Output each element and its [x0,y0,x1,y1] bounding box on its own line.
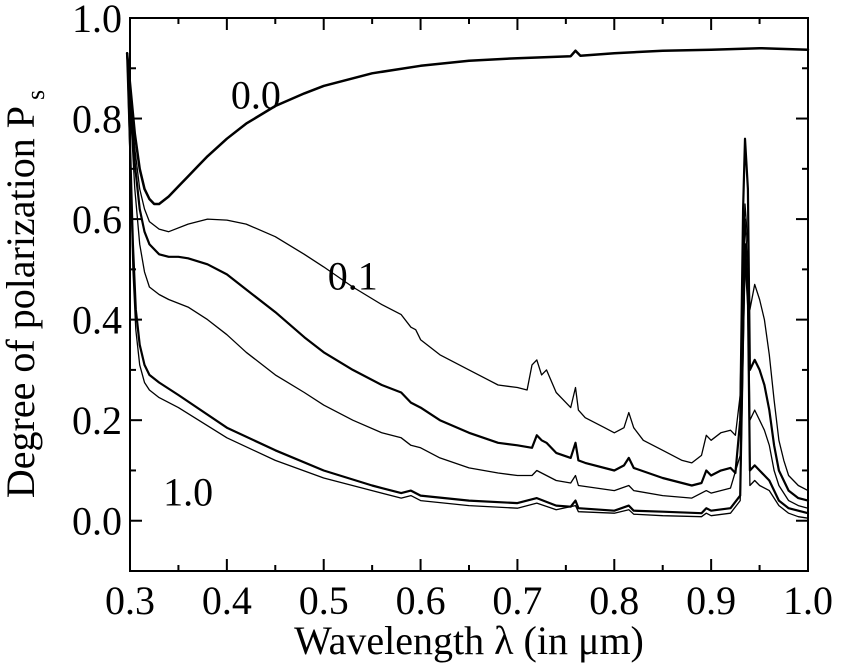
curve-label-1: 0.0 [231,72,281,117]
x-tick-label: 0.8 [589,578,639,623]
x-tick-label: 0.6 [396,578,446,623]
y-tick-label: 1.0 [72,0,122,41]
tick-labels: 0.3 0.4 0.5 0.6 0.7 0.8 0.9 1.0 0.0 0.2 0.4 0.6 0.8 1… [72,0,833,623]
x-tick-label: 0.5 [299,578,349,623]
series-line-4 [126,52,809,509]
series-line-6 [126,52,809,519]
y-axis-title-subscript: s [21,90,50,100]
curve-labels: 0.0 0.1 1.0 [163,72,378,514]
y-axis-title-group: Degree of polarization P s [0,90,50,498]
y-tick-label: 0.6 [72,197,122,242]
x-tick-label: 1.0 [783,578,833,623]
x-axis-title: Wavelength λ (in μm) [294,618,644,663]
y-tick-label: 0.8 [72,97,122,142]
curve-label-3: 1.0 [163,470,213,515]
x-tick-label: 0.9 [686,578,736,623]
x-tick-label: 0.4 [202,578,252,623]
series-line-5 [126,52,810,515]
series-line-2 [126,52,809,492]
series-line-3 [126,52,810,502]
y-tick-label: 0.0 [72,499,122,544]
x-tick-label: 0.7 [492,578,542,623]
y-axis-title: Degree of polarization P s [0,90,50,498]
ticks-layer [129,17,809,572]
x-tick-label: 0.3 [105,578,155,623]
y-tick-label: 0.2 [72,398,122,443]
series-layer [125,46,810,519]
y-axis-title-main: Degree of polarization P [0,106,43,498]
y-tick-label: 0.4 [72,298,122,343]
series-line-1 [125,46,810,206]
curve-label-2: 0.1 [328,253,378,298]
